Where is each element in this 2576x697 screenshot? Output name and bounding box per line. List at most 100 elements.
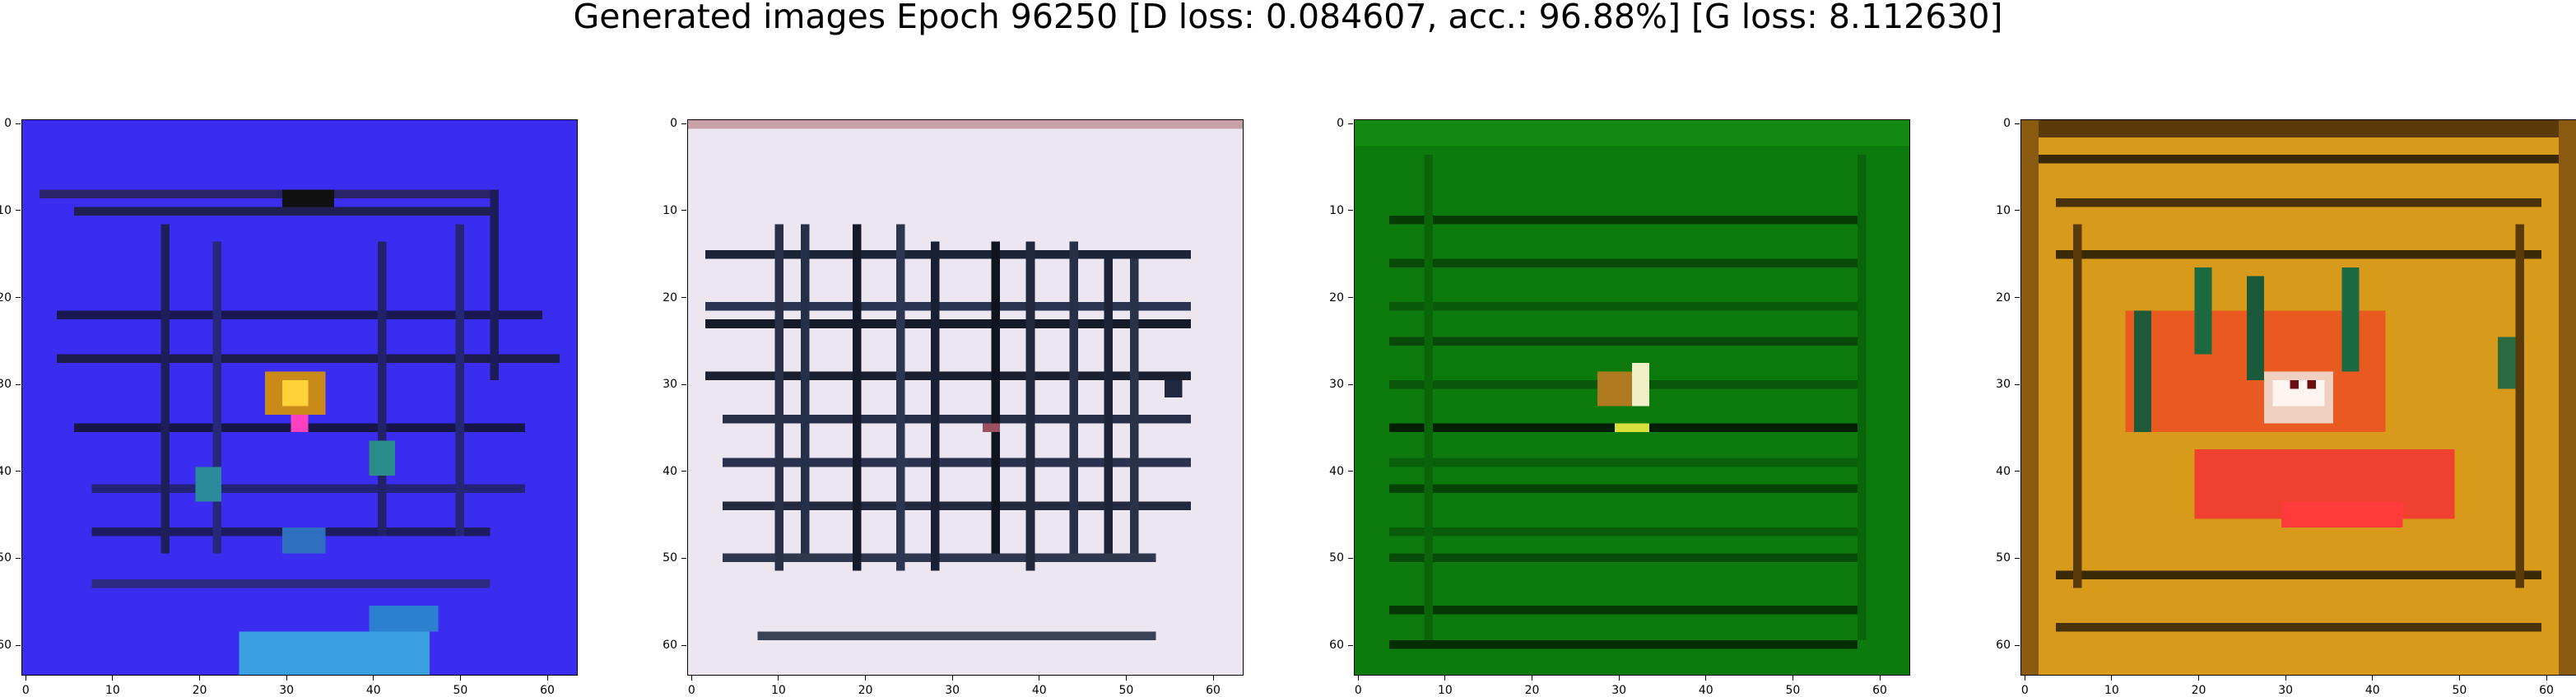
- x-tick-label: 50: [2452, 684, 2467, 697]
- image-panel-3: 0 0 10 10 20 20 30 30 40 40 50 50 60 60: [1329, 117, 1910, 697]
- x-tick-label: 40: [1698, 684, 1713, 697]
- x-tick-mark: [778, 676, 779, 681]
- image-panel-2: 0 0 10 10 20 20 30 30 40 40 50 50 60 60: [663, 117, 1244, 697]
- y-tick-label: 0: [1337, 117, 1344, 131]
- y-tick-mark: [1348, 297, 1353, 299]
- x-tick-mark: [1212, 676, 1214, 681]
- y-tick-label: 60: [1329, 639, 1344, 653]
- generated-image-2: [687, 119, 1244, 676]
- y-tick-label: 40: [1329, 464, 1344, 478]
- y-tick-mark: [2015, 123, 2020, 124]
- x-tick-label: 30: [279, 684, 295, 697]
- y-tick-mark: [16, 557, 21, 559]
- y-tick-label: 60: [0, 639, 12, 653]
- y-tick-mark: [681, 644, 686, 646]
- x-tick-label: 60: [540, 684, 555, 697]
- y-tick-mark: [681, 557, 686, 559]
- y-tick-mark: [1348, 383, 1353, 385]
- x-tick-label: 0: [21, 684, 30, 697]
- y-tick-mark: [681, 297, 686, 299]
- x-tick-mark: [2285, 676, 2286, 681]
- x-tick-label: 20: [192, 684, 207, 697]
- x-tick-label: 20: [2191, 684, 2206, 697]
- x-tick-mark: [690, 676, 692, 681]
- y-tick-mark: [681, 210, 686, 211]
- x-tick-label: 60: [1872, 684, 1887, 697]
- figure-title: Generated images Epoch 96250 [D loss: 0.…: [573, 0, 2003, 36]
- image-panel-4: 0 0 10 10 20 20 30 30 40 40 50 50 60 60: [1996, 117, 2576, 697]
- y-tick-mark: [2015, 383, 2020, 385]
- y-tick-label: 20: [663, 290, 677, 304]
- y-tick-label: 30: [1329, 378, 1344, 392]
- y-tick-mark: [16, 210, 21, 211]
- x-tick-mark: [1125, 676, 1127, 681]
- x-tick-label: 50: [453, 684, 468, 697]
- y-tick-mark: [16, 297, 21, 299]
- x-tick-label: 50: [1118, 684, 1134, 697]
- x-tick-label: 30: [945, 684, 960, 697]
- x-tick-mark: [1618, 676, 1620, 681]
- x-tick-label: 60: [2539, 684, 2554, 697]
- y-tick-label: 30: [0, 378, 12, 392]
- y-tick-mark: [1348, 123, 1353, 124]
- y-tick-mark: [1348, 471, 1353, 472]
- y-tick-label: 0: [4, 117, 12, 131]
- y-tick-label: 10: [1996, 203, 2011, 217]
- x-tick-label: 10: [2104, 684, 2119, 697]
- x-tick-mark: [2458, 676, 2460, 681]
- x-tick-label: 0: [687, 684, 695, 697]
- x-tick-label: 20: [1524, 684, 1540, 697]
- y-tick-label: 10: [0, 203, 12, 217]
- x-tick-mark: [286, 676, 287, 681]
- x-tick-label: 0: [1354, 684, 1362, 697]
- x-tick-mark: [1357, 676, 1359, 681]
- x-tick-mark: [546, 676, 548, 681]
- x-tick-label: 60: [1206, 684, 1221, 697]
- x-tick-label: 0: [2020, 684, 2029, 697]
- x-tick-label: 40: [1031, 684, 1047, 697]
- y-tick-label: 50: [1329, 551, 1344, 565]
- y-tick-label: 60: [1996, 639, 2011, 653]
- y-tick-mark: [681, 471, 686, 472]
- x-tick-label: 10: [770, 684, 786, 697]
- x-tick-label: 30: [1611, 684, 1627, 697]
- y-tick-mark: [16, 383, 21, 385]
- x-tick-mark: [2372, 676, 2374, 681]
- x-tick-mark: [2198, 676, 2200, 681]
- y-tick-mark: [2015, 644, 2020, 646]
- y-tick-label: 20: [1329, 290, 1344, 304]
- y-tick-label: 20: [1996, 290, 2011, 304]
- y-tick-label: 10: [1329, 203, 1344, 217]
- y-tick-mark: [1348, 644, 1353, 646]
- y-tick-mark: [2015, 297, 2020, 299]
- y-tick-label: 30: [663, 378, 677, 392]
- x-tick-label: 10: [105, 684, 120, 697]
- x-tick-label: 50: [1785, 684, 1801, 697]
- y-tick-label: 40: [0, 464, 12, 478]
- y-tick-mark: [16, 123, 21, 124]
- y-tick-label: 20: [0, 290, 12, 304]
- x-tick-mark: [2111, 676, 2113, 681]
- x-tick-label: 40: [365, 684, 381, 697]
- x-tick-mark: [951, 676, 953, 681]
- y-tick-label: 40: [663, 464, 677, 478]
- x-tick-mark: [865, 676, 867, 681]
- y-tick-mark: [1348, 210, 1353, 211]
- x-tick-mark: [459, 676, 461, 681]
- y-tick-mark: [1348, 557, 1353, 559]
- y-tick-mark: [681, 123, 686, 124]
- image-panel-1: 0 0 10 10 20 20 30 30 40 40 50 50 60 60: [0, 117, 578, 697]
- y-tick-label: 0: [670, 117, 677, 131]
- y-tick-label: 50: [663, 551, 677, 565]
- x-tick-mark: [1879, 676, 1881, 681]
- y-tick-label: 50: [1996, 551, 2011, 565]
- generated-image-1: [21, 119, 578, 676]
- x-tick-mark: [2546, 676, 2547, 681]
- y-tick-mark: [681, 383, 686, 385]
- y-tick-label: 60: [663, 639, 677, 653]
- x-tick-mark: [1705, 676, 1707, 681]
- y-tick-mark: [2015, 471, 2020, 472]
- generated-image-4: [2020, 119, 2576, 676]
- x-tick-label: 40: [2364, 684, 2380, 697]
- generated-image-3: [1354, 119, 1910, 676]
